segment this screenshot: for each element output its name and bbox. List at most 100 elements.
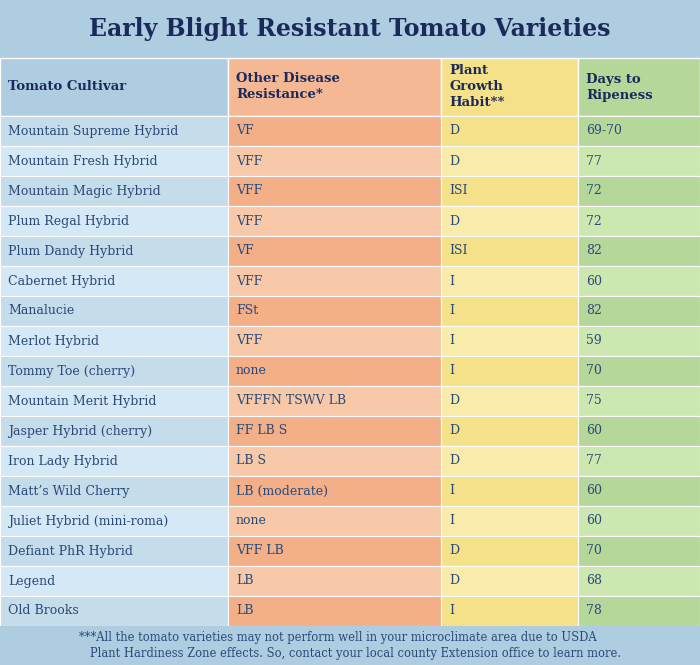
Text: Old Brooks: Old Brooks (8, 604, 79, 618)
Text: VFF LB: VFF LB (236, 545, 284, 557)
Text: Defiant PhR Hybrid: Defiant PhR Hybrid (8, 545, 134, 557)
Bar (0, 176, 228, 206)
Text: LB: LB (236, 604, 253, 618)
Bar (578, 446, 700, 476)
Text: Days to
Ripeness: Days to Ripeness (586, 72, 652, 102)
Bar (228, 506, 441, 536)
Bar (441, 176, 578, 206)
Bar (441, 506, 578, 536)
Text: 72: 72 (586, 184, 601, 198)
Text: I: I (449, 305, 454, 317)
Bar (441, 116, 578, 146)
Text: 60: 60 (586, 424, 602, 438)
Bar (228, 596, 441, 626)
Bar (0, 596, 228, 626)
Text: Tomato Cultivar: Tomato Cultivar (8, 80, 127, 94)
Bar (228, 146, 441, 176)
Text: 60: 60 (586, 485, 602, 497)
Bar (578, 266, 700, 296)
Text: Mountain Supreme Hybrid: Mountain Supreme Hybrid (8, 124, 178, 138)
Text: 70: 70 (586, 364, 602, 378)
Text: LB (moderate): LB (moderate) (236, 485, 328, 497)
Text: D: D (449, 154, 459, 168)
Text: I: I (449, 515, 454, 527)
Text: D: D (449, 454, 459, 467)
Bar (441, 146, 578, 176)
Text: ISI: ISI (449, 245, 468, 257)
Text: ***All the tomato varieties may not perform well in your microclimate area due t: ***All the tomato varieties may not perf… (79, 630, 621, 660)
Text: Plum Dandy Hybrid: Plum Dandy Hybrid (8, 245, 134, 257)
Text: D: D (449, 215, 459, 227)
Text: I: I (449, 275, 454, 287)
Text: ISI: ISI (449, 184, 468, 198)
Text: VFFFN TSWV LB: VFFFN TSWV LB (236, 394, 346, 408)
Bar (578, 236, 700, 266)
Text: LB: LB (236, 575, 253, 587)
Bar (228, 58, 441, 116)
Text: Tommy Toe (cherry): Tommy Toe (cherry) (8, 364, 136, 378)
Bar (228, 296, 441, 326)
Text: 69-70: 69-70 (586, 124, 622, 138)
Bar (578, 296, 700, 326)
Bar (578, 116, 700, 146)
Bar (578, 566, 700, 596)
Bar (228, 536, 441, 566)
Text: I: I (449, 604, 454, 618)
Bar (0, 626, 700, 665)
Text: Plant
Growth
Habit**: Plant Growth Habit** (449, 65, 505, 110)
Text: FSt: FSt (236, 305, 258, 317)
Bar (441, 58, 578, 116)
Bar (441, 416, 578, 446)
Text: 82: 82 (586, 305, 602, 317)
Text: Juliet Hybrid (mini-roma): Juliet Hybrid (mini-roma) (8, 515, 169, 527)
Text: VF: VF (236, 245, 253, 257)
Text: Plum Regal Hybrid: Plum Regal Hybrid (8, 215, 130, 227)
Bar (0, 326, 228, 356)
Bar (0, 236, 228, 266)
Bar (228, 356, 441, 386)
Bar (0, 566, 228, 596)
Text: Matt’s Wild Cherry: Matt’s Wild Cherry (8, 485, 130, 497)
Bar (578, 476, 700, 506)
Bar (228, 326, 441, 356)
Bar (578, 536, 700, 566)
Text: Other Disease
Resistance*: Other Disease Resistance* (236, 72, 340, 102)
Bar (0, 446, 228, 476)
Bar (228, 176, 441, 206)
Text: Manalucie: Manalucie (8, 305, 75, 317)
Text: 78: 78 (586, 604, 602, 618)
Bar (0, 386, 228, 416)
Bar (441, 356, 578, 386)
Text: Legend: Legend (8, 575, 56, 587)
Text: VF: VF (236, 124, 253, 138)
Bar (228, 416, 441, 446)
Bar (0, 146, 228, 176)
Text: D: D (449, 124, 459, 138)
Bar (578, 416, 700, 446)
Text: Merlot Hybrid: Merlot Hybrid (8, 334, 99, 348)
Bar (578, 506, 700, 536)
Bar (441, 296, 578, 326)
Text: D: D (449, 424, 459, 438)
Bar (578, 206, 700, 236)
Text: 77: 77 (586, 154, 601, 168)
Bar (0, 266, 228, 296)
Text: Mountain Magic Hybrid: Mountain Magic Hybrid (8, 184, 161, 198)
Bar (441, 206, 578, 236)
Text: LB S: LB S (236, 454, 266, 467)
Text: 60: 60 (586, 275, 602, 287)
Text: VFF: VFF (236, 275, 262, 287)
Text: FF LB S: FF LB S (236, 424, 287, 438)
Bar (578, 58, 700, 116)
Text: none: none (236, 364, 267, 378)
Bar (441, 266, 578, 296)
Bar (0, 116, 228, 146)
Text: 77: 77 (586, 454, 601, 467)
Bar (0, 0, 700, 58)
Bar (441, 326, 578, 356)
Bar (228, 566, 441, 596)
Text: 68: 68 (586, 575, 602, 587)
Text: none: none (236, 515, 267, 527)
Text: D: D (449, 575, 459, 587)
Bar (441, 566, 578, 596)
